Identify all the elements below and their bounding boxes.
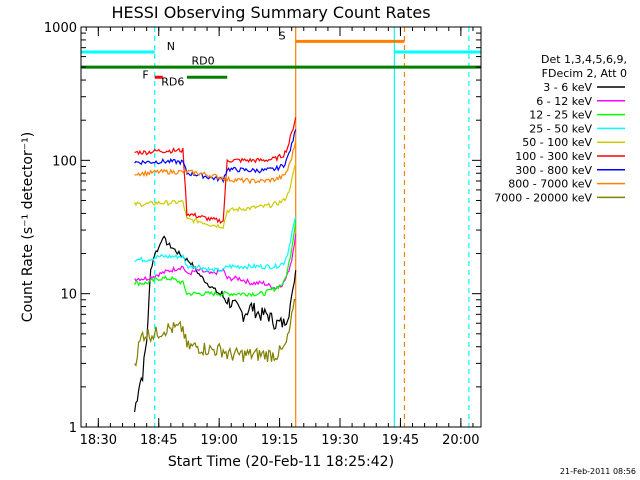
series-line-5 bbox=[134, 163, 297, 230]
series-line-7 bbox=[134, 129, 297, 184]
x-tick-label: 18:45 bbox=[140, 433, 177, 448]
series-line-6 bbox=[134, 117, 297, 225]
footer-date: 21-Feb-2011 08:56 bbox=[560, 467, 636, 476]
x-tick-label: 20:00 bbox=[442, 433, 479, 448]
series-line-4 bbox=[134, 216, 297, 274]
series-line-3 bbox=[134, 221, 297, 298]
legend-header: FDecim 2, Att 0 bbox=[542, 67, 627, 80]
x-tick-label: 19:45 bbox=[382, 433, 419, 448]
legend-label: 25 - 50 keV bbox=[529, 122, 592, 135]
legend-label: 6 - 12 keV bbox=[536, 95, 592, 108]
x-tick-label: 18:30 bbox=[80, 433, 117, 448]
legend-label: 3 - 6 keV bbox=[543, 81, 592, 94]
x-tick-label: 19:15 bbox=[261, 433, 298, 448]
legend-header: Det 1,3,4,5,6,9, bbox=[541, 53, 627, 66]
y-tick-label: 1 bbox=[69, 421, 77, 436]
flag-label-rd6: RD6 bbox=[161, 76, 184, 89]
flag-label-n: N bbox=[167, 40, 175, 53]
x-axis-label: Start Time (20-Feb-11 18:25:42) bbox=[168, 454, 394, 470]
y-tick-label: 1000 bbox=[44, 21, 77, 36]
legend-label: 800 - 7000 keV bbox=[508, 178, 592, 191]
series-line-2 bbox=[134, 233, 297, 291]
series-line-9 bbox=[134, 298, 296, 367]
legend-label: 300 - 800 keV bbox=[515, 164, 592, 177]
plot-frame bbox=[80, 26, 482, 428]
x-tick-label: 19:30 bbox=[321, 433, 358, 448]
y-tick-label: 100 bbox=[52, 154, 77, 169]
y-tick-label: 10 bbox=[60, 288, 77, 303]
x-tick-label: 19:00 bbox=[200, 433, 237, 448]
legend-label: 100 - 300 keV bbox=[515, 150, 592, 163]
legend-label: 12 - 25 keV bbox=[529, 109, 592, 122]
chart-title: HESSI Observing Summary Count Rates bbox=[111, 3, 430, 22]
series-line-1 bbox=[134, 235, 297, 412]
series-line-8 bbox=[134, 140, 297, 185]
legend-label: 50 - 100 keV bbox=[522, 136, 592, 149]
flag-label-s: S bbox=[279, 30, 286, 43]
y-axis-label: Count Rate (s⁻¹ detector⁻¹) bbox=[20, 132, 36, 322]
flag-label-f: F bbox=[142, 69, 148, 82]
legend-label: 7000 - 20000 keV bbox=[494, 191, 592, 204]
flag-label-rd0: RD0 bbox=[191, 55, 214, 68]
